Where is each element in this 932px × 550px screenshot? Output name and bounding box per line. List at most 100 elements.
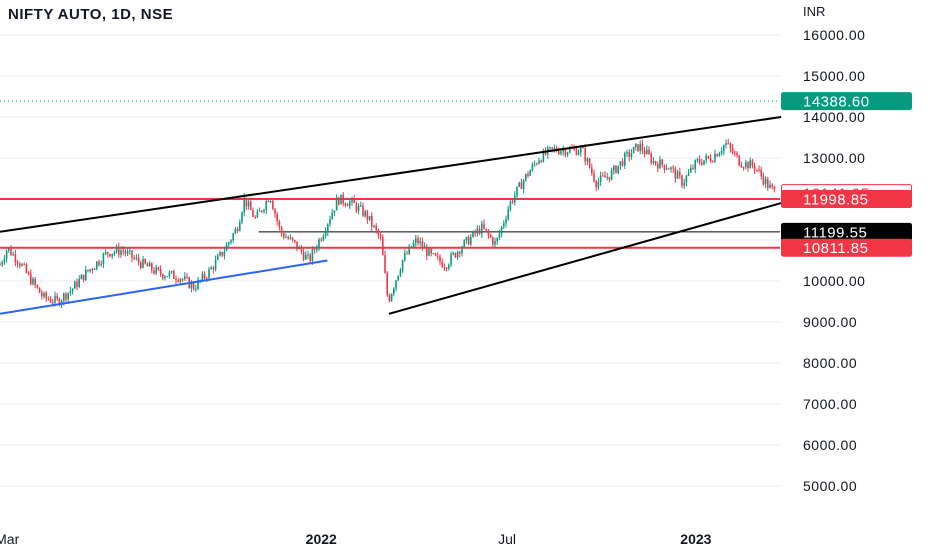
candle-body	[247, 201, 250, 207]
trend-lines[interactable]	[0, 116, 782, 315]
candle-body	[234, 228, 237, 234]
trend-line-1[interactable]	[388, 202, 782, 315]
candle-body	[47, 298, 50, 300]
candle-body	[71, 288, 74, 291]
candle-body	[300, 246, 303, 252]
candle-body	[698, 159, 701, 163]
candle-body	[439, 256, 441, 262]
candle-body	[456, 251, 459, 258]
y-tick-label: 15000.00	[803, 68, 865, 84]
candle-body	[476, 228, 479, 234]
candle-body	[133, 257, 135, 259]
candle-body	[366, 211, 369, 220]
candle-body	[340, 194, 342, 205]
candle-body	[610, 170, 613, 180]
candle-body	[214, 259, 217, 270]
price-label-box	[781, 238, 912, 257]
candle-body	[122, 250, 124, 252]
candle-body	[102, 253, 105, 264]
candle-body	[668, 168, 670, 170]
candle-body	[500, 226, 503, 234]
candle-body	[632, 146, 635, 154]
candle-body	[208, 269, 210, 279]
candle-body	[657, 164, 659, 169]
candle-body	[82, 274, 85, 281]
candle-body	[129, 250, 131, 252]
candle-body	[602, 175, 604, 177]
candle-body	[481, 223, 483, 234]
candle-body	[258, 210, 261, 212]
candle-body	[98, 261, 100, 265]
candle-body	[393, 288, 395, 294]
candle-body	[575, 148, 578, 155]
candle-body	[503, 223, 505, 227]
candle-body	[19, 263, 21, 266]
candle-body	[274, 209, 276, 215]
candle-body	[474, 231, 476, 234]
candle-body	[419, 241, 421, 244]
candle-body	[89, 269, 91, 272]
candle-body	[285, 237, 287, 239]
candle-body	[450, 253, 452, 265]
candle-body	[463, 240, 465, 248]
candle-body	[85, 269, 87, 281]
candle-body	[140, 262, 142, 268]
candle-body	[353, 198, 355, 204]
x-tick-label: Mar	[0, 531, 20, 547]
time-axis[interactable]: Mar 2022 Jul 2023	[0, 531, 712, 547]
price-label-text: 14388.60	[803, 94, 870, 111]
y-tick-label: 14000.00	[803, 109, 865, 125]
candle-body	[665, 168, 668, 170]
y-tick-label: 16000.00	[803, 27, 865, 43]
y-tick-label: 7000.00	[803, 396, 857, 412]
candle-body	[718, 153, 721, 157]
candle-body	[313, 249, 316, 251]
candle-body	[166, 276, 168, 278]
price-label-text: 11998.85	[803, 192, 868, 209]
candle-body	[577, 152, 580, 155]
candle-body	[514, 195, 516, 203]
candle-body	[177, 280, 179, 282]
candle-body	[650, 154, 652, 163]
candle-body	[276, 214, 278, 222]
candle-body	[267, 200, 270, 202]
candle-body	[109, 253, 111, 257]
candle-body	[21, 264, 23, 266]
candle-body	[613, 165, 615, 171]
candle-body	[296, 241, 298, 250]
candle-body	[146, 263, 149, 267]
candle-body	[522, 180, 525, 189]
candle-body	[206, 278, 208, 280]
candle-body	[408, 246, 410, 254]
candle-body	[91, 269, 94, 271]
candle-body	[516, 186, 518, 196]
candle-body	[703, 160, 705, 165]
candle-body	[390, 293, 393, 302]
candle-body	[49, 299, 52, 303]
candle-body	[606, 176, 608, 178]
candle-body	[525, 173, 527, 181]
candle-body	[67, 292, 69, 300]
candle-body	[186, 276, 188, 278]
trend-line-2[interactable]	[0, 259, 328, 315]
candle-body	[489, 234, 492, 238]
y-tick-label: 5000.00	[803, 478, 857, 494]
candle-body	[712, 161, 714, 163]
candle-body	[351, 198, 353, 202]
candle-body	[624, 153, 626, 166]
candle-body	[104, 252, 107, 254]
candle-body	[685, 175, 688, 183]
candle-body	[263, 209, 265, 212]
trend-line-0[interactable]	[0, 116, 782, 233]
candle-body	[58, 298, 61, 305]
candle-body	[635, 144, 637, 147]
candle-body	[412, 242, 415, 248]
candle-body	[487, 230, 490, 235]
candle-body	[144, 258, 146, 264]
candle-body	[505, 219, 507, 224]
candle-body	[45, 292, 47, 299]
candle-body	[756, 169, 758, 171]
candle-body	[36, 285, 39, 288]
candle-body	[175, 278, 177, 281]
